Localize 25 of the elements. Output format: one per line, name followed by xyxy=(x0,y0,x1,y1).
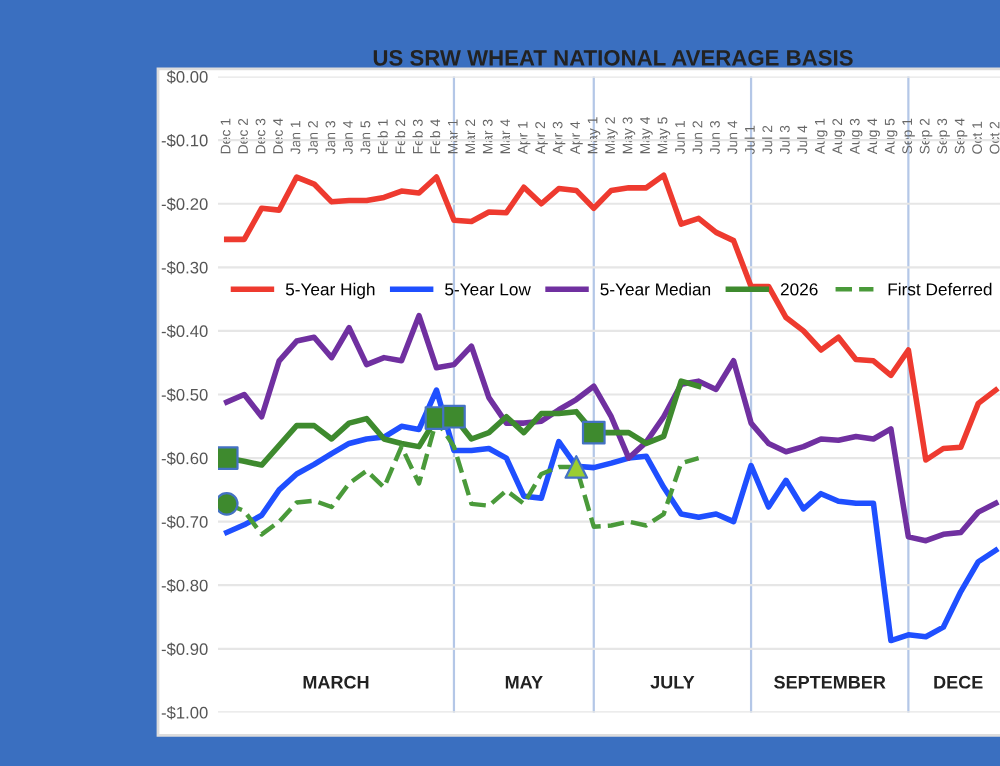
annotation: SEPTEMBER xyxy=(774,675,886,689)
legend-label: 5-Year Low xyxy=(445,283,531,296)
legend-label: 5-Year Median xyxy=(600,282,711,296)
y-tick-label: -$1.00 xyxy=(161,706,208,720)
y-tick-label: -$0.90 xyxy=(161,642,208,656)
y-tick-label: -$0.60 xyxy=(161,451,208,466)
legend-label: 5-Year High xyxy=(285,282,375,299)
y-tick-label: -$0.80 xyxy=(161,578,208,593)
y-tick-label: -$0.10 xyxy=(161,133,208,148)
y-tick-label: -$0.70 xyxy=(161,515,208,529)
y-tick-label: -$0.30 xyxy=(161,261,208,275)
y-tick-label: $0.00 xyxy=(166,70,208,84)
y-tick-label: -$0.20 xyxy=(161,197,208,211)
chart-title: US SRW WHEAT NATIONAL AVERAGE BASIS xyxy=(373,49,853,66)
legend-label: 2026 xyxy=(780,283,818,296)
legend-label: First Deferred xyxy=(888,282,992,296)
line-series xyxy=(223,312,999,544)
y-tick-label: -$0.50 xyxy=(161,388,208,402)
line-series xyxy=(223,172,999,463)
line-series xyxy=(223,387,999,644)
annotation: JULY xyxy=(650,676,695,689)
annotation: MARCH xyxy=(303,675,369,689)
annotation: DECE xyxy=(934,675,983,689)
annotation: MAY xyxy=(505,676,543,689)
y-tick-label: -$0.40 xyxy=(161,324,208,339)
